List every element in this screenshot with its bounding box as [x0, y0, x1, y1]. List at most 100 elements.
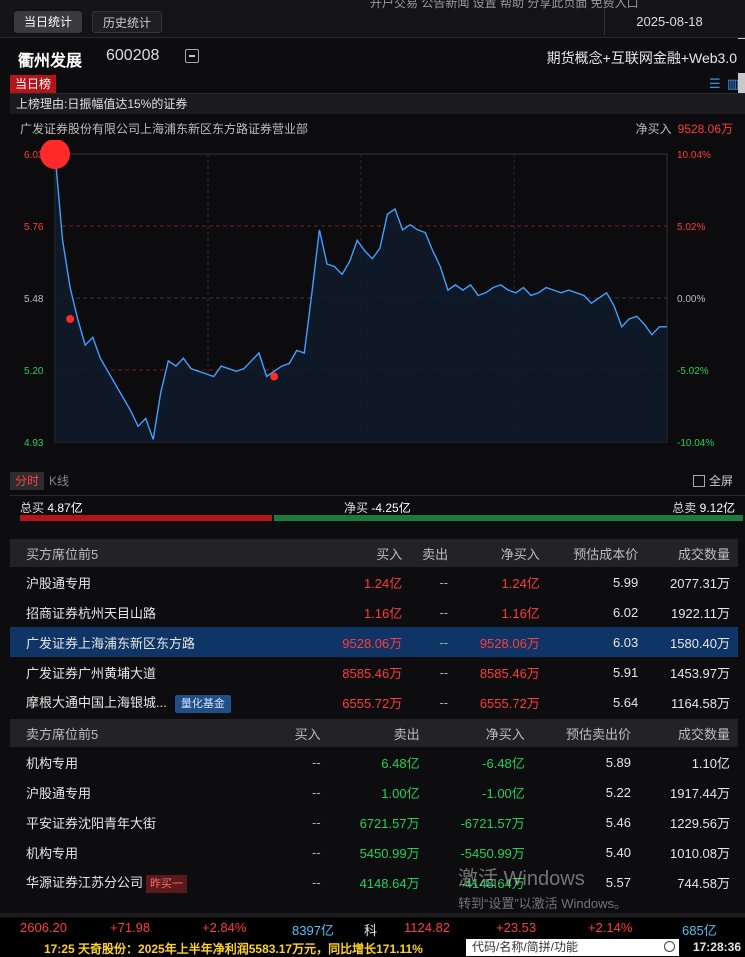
table-row[interactable]: 广发证券上海浦东新区东方路 9528.06万 -- 9528.06万 6.03 1580.…: [10, 627, 738, 657]
cell-buy: 9528.06万: [318, 627, 411, 657]
cell-price-text: 5.99: [612, 574, 639, 590]
column-header[interactable]: 卖方席位前5: [10, 719, 280, 747]
cell-name-text: 招商证券杭州天目山路: [26, 605, 157, 621]
cell-net-text: 6555.72万: [479, 695, 540, 711]
cell-price: 5.99: [548, 567, 646, 597]
cell-net-text: -5450.99万: [460, 845, 525, 861]
cell-buy-text: --: [311, 844, 321, 860]
bar-view-icon[interactable]: ▥: [726, 76, 739, 91]
net-buy-label: 净买入: [635, 122, 672, 136]
column-header[interactable]: 卖出: [328, 719, 428, 747]
cell-net-text: 1.24亿: [501, 575, 540, 591]
kc-change: +23.53: [496, 920, 537, 935]
column-header[interactable]: 卖出: [410, 539, 457, 567]
y-tick-label: 5.20: [24, 366, 44, 377]
cell-buy: --: [279, 747, 328, 777]
footer-divider: [0, 913, 745, 917]
column-header[interactable]: 买入: [318, 539, 411, 567]
total-sell-value: 9.12亿: [699, 501, 735, 515]
cell-name-text: 平安证券沈阳青年大街: [26, 815, 157, 831]
board-tag[interactable]: 当日榜: [10, 75, 57, 93]
cell-net: -6.48亿: [428, 747, 533, 777]
cell-sell-text: --: [439, 574, 449, 590]
cell-name-text: 广发证券上海浦东新区东方路: [26, 635, 196, 651]
table-row[interactable]: 沪股通专用 1.24亿 -- 1.24亿 5.99 2077.31万: [10, 567, 738, 597]
cell-price: 5.91: [548, 657, 646, 687]
stock-header: 衢州发展 600208 期货概念+互联网金融+Web3.0: [0, 39, 745, 73]
list-view-icon[interactable]: ☰: [709, 76, 721, 91]
windows-activation-watermark: 激活 Windows 转到“设置”以激活 Windows。: [458, 862, 627, 912]
column-header[interactable]: 成交数量: [646, 539, 738, 567]
table-row[interactable]: 华源证券江苏分公司 昨买一 -- 4148.64万 -4148.64万 5.57 744.5…: [10, 867, 738, 897]
total-net-value: -4.25亿: [371, 501, 411, 515]
tab-today[interactable]: 当日统计: [14, 11, 83, 33]
table-row[interactable]: 沪股通专用 -- 1.00亿 -1.00亿 5.22 1917.44万: [10, 777, 738, 807]
broker-name: 广发证券股份有限公司上海浦东新区东方路证券营业部: [20, 122, 309, 136]
table-header: 买方席位前5 买入 卖出 净买入 预估成本价 成交数量: [10, 539, 738, 567]
intraday-chart-panel: 广发证券股份有限公司上海浦东新区东方路证券营业部 净买入 9528.06万 6.0…: [10, 114, 745, 494]
cell-price: 6.02: [548, 597, 646, 627]
cell-sell: 6.48亿: [329, 747, 428, 777]
column-header[interactable]: 成交数量: [639, 719, 738, 747]
cell-buy-text: --: [311, 814, 321, 830]
sell-ratio-bar: [274, 515, 743, 521]
cell-buy: 1.24亿: [319, 567, 411, 597]
tab-kline[interactable]: K线: [49, 474, 70, 488]
kc-amount: 685亿: [682, 923, 717, 938]
table-row[interactable]: 摩根大通中国上海银城... 量化基金 6555.72万 -- 6555.72万 5.64 1…: [10, 687, 738, 717]
cell-name: 摩根大通中国上海银城... 量化基金: [10, 687, 319, 717]
cell-net: 8585.46万: [456, 657, 548, 687]
sh-index: 2606.20: [20, 920, 67, 935]
sell-seats-table: 卖方席位前5 买入 卖出 净买入 预估卖出价 成交数量 机构专用 -- 6.48亿 -6.48亿…: [10, 719, 738, 897]
high-price-marker: [40, 140, 70, 169]
tab-intraday[interactable]: 分时: [10, 472, 45, 490]
tab-history[interactable]: 历史统计: [92, 11, 163, 33]
cell-price: 5.40: [533, 837, 639, 867]
watermark-line1: 激活 Windows: [458, 868, 585, 890]
cell-net: 6555.72万: [456, 687, 548, 717]
table-row[interactable]: 招商证券杭州天目山路 1.16亿 -- 1.16亿 6.02 1922.11万: [10, 597, 738, 627]
net-buy-value: 9528.06万: [677, 122, 733, 136]
cell-net: 1.16亿: [456, 597, 548, 627]
top-menu[interactable]: 开户交易 公告新闻 设置 帮助 分享此页面 免费入口: [370, 0, 639, 10]
column-header[interactable]: 预估卖出价: [532, 719, 640, 747]
table-row[interactable]: 平安证券沈阳青年大街 -- 6721.57万 -6721.57万 5.46 1229.56…: [10, 807, 738, 837]
cell-net-text: -1.00亿: [482, 785, 525, 801]
table-row[interactable]: 机构专用 -- 6.48亿 -6.48亿 5.89 1.10亿: [10, 747, 738, 777]
column-header[interactable]: 买入: [279, 719, 329, 747]
cell-buy: 1.16亿: [319, 597, 411, 627]
column-header[interactable]: 买方席位前5: [10, 539, 319, 567]
sh-pct: +2.84%: [202, 920, 247, 935]
table-row[interactable]: 机构专用 -- 5450.99万 -5450.99万 5.40 1010.08万: [10, 837, 738, 867]
cell-price-text: 6.03: [612, 634, 639, 650]
chart-tabs: 分时 K线: [10, 472, 74, 490]
cell-name: 广发证券上海浦东新区东方路: [10, 627, 319, 657]
table-row[interactable]: 广发证券广州黄埔大道 8585.46万 -- 8585.46万 5.91 1453.97万: [10, 657, 738, 687]
cell-sell: --: [410, 597, 456, 627]
cell-net-text: -6.48亿: [482, 755, 525, 771]
cell-buy-text: --: [311, 874, 321, 890]
y-tick-label: 4.93: [24, 438, 44, 448]
cell-name-text: 机构专用: [26, 755, 79, 771]
cell-volume-text: 1453.97万: [670, 665, 730, 681]
cell-sell-text: --: [439, 694, 449, 710]
y-tick-label: 5.76: [24, 222, 44, 233]
cell-sell-text: --: [439, 664, 449, 680]
search-input[interactable]: 代码/名称/简拼/功能: [466, 939, 679, 956]
cell-volume: 1164.58万: [646, 687, 738, 717]
column-header[interactable]: 净买入: [427, 719, 533, 747]
price-line-chart[interactable]: 6.03 10.04% 5.76 5.02% 5.48 0.00% 5.20 -5.02% 4.…: [10, 140, 745, 448]
fullscreen-button[interactable]: 全屏: [692, 472, 733, 489]
date-picker[interactable]: 2025-08-18: [604, 9, 734, 35]
cell-net-text: -6721.57万: [460, 815, 525, 831]
column-header[interactable]: 预估成本价: [547, 539, 647, 567]
search-icon[interactable]: [664, 941, 675, 952]
cell-net: -1.00亿: [428, 777, 533, 807]
cell-sell-text: 4148.64万: [359, 875, 420, 891]
news-headline[interactable]: 17:25 天奇股份：2025年上半年净利润5583.17万元，同比增长171.…: [44, 942, 423, 956]
collapse-icon[interactable]: [185, 49, 199, 63]
cell-name-text: 机构专用: [26, 845, 79, 861]
kc-label: 科: [364, 923, 378, 938]
cell-volume-text: 1164.58万: [670, 695, 730, 711]
column-header[interactable]: 净买入: [456, 539, 548, 567]
